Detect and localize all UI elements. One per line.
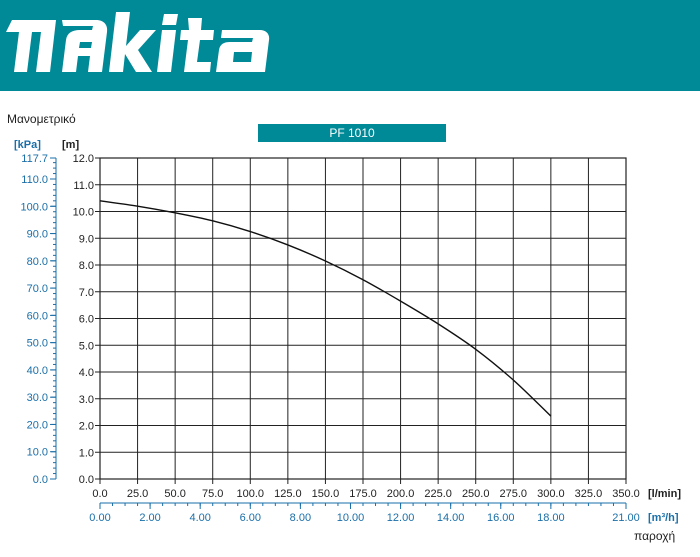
- y2-tick-label: 40.0: [27, 365, 48, 377]
- x2-tick-label: 10.00: [337, 512, 365, 524]
- x-tick-label: 200.0: [387, 488, 415, 500]
- x-tick-label: 250.0: [462, 488, 490, 500]
- x-tick-label: 100.0: [237, 488, 265, 500]
- x-tick-label: 300.0: [537, 488, 565, 500]
- series-curve: [99, 200, 552, 417]
- x2-unit-label: [m³/h]: [648, 512, 679, 524]
- x-tick-label: 75.0: [202, 488, 223, 500]
- x-tick-label: 0.0: [92, 488, 107, 500]
- y-tick-label: 3.0: [79, 394, 94, 406]
- y-tick-label: 6.0: [79, 314, 94, 326]
- y2-tick-label: 10.0: [27, 447, 48, 459]
- y2-tick-label: 70.0: [27, 283, 48, 295]
- y-tick-label: 9.0: [79, 233, 94, 245]
- x-tick-label: 125.0: [274, 488, 302, 500]
- y-tick-label: 5.0: [79, 340, 94, 352]
- x-tick-label: 150.0: [312, 488, 340, 500]
- chart-title: PF 1010: [258, 124, 446, 142]
- unit-labels: [m] [kPa] [l/min] [m³/h]: [14, 139, 681, 524]
- y2-tick-label: 0.0: [33, 474, 48, 486]
- x-tick-label: 175.0: [349, 488, 377, 500]
- y2-tick-label: 20.0: [27, 419, 48, 431]
- makita-logo: [6, 12, 270, 72]
- x2-tick-label: 2.00: [139, 512, 160, 524]
- tick-labels: 0.0 1.0 2.0 3.0 4.0 5.0 6.0 7.0 8.0 9.0 10.0 11.0 12…: [20, 153, 639, 524]
- brand-banner: [0, 0, 700, 91]
- y-unit-label: [m]: [62, 139, 79, 151]
- y-axis-title: Μανομετρικό: [7, 112, 76, 126]
- y-tick-label: 4.0: [79, 367, 94, 379]
- y2-tick-label: 30.0: [27, 392, 48, 404]
- x2-tick-label: 14.00: [437, 512, 465, 524]
- y-tick-label: 0.0: [79, 474, 94, 486]
- series-line: [99, 200, 552, 417]
- y2-tick-label: 50.0: [27, 338, 48, 350]
- x2-tick-label: 16.00: [487, 512, 515, 524]
- x-tick-label: 225.0: [424, 488, 452, 500]
- y2-unit-label: [kPa]: [14, 139, 41, 151]
- x2-tick-label: 12.00: [387, 512, 415, 524]
- axes: [50, 157, 627, 509]
- x-tick-label: 325.0: [575, 488, 603, 500]
- y-tick-label: 8.0: [79, 260, 94, 272]
- y2-tick-label: 100.0: [20, 201, 48, 213]
- y2-tick-label: 60.0: [27, 310, 48, 322]
- y-tick-label: 7.0: [79, 287, 94, 299]
- x-tick-label: 50.0: [164, 488, 185, 500]
- x2-tick-label: 0.00: [89, 512, 110, 524]
- y-tick-label: 11.0: [73, 180, 94, 192]
- x-tick-label: 350.0: [612, 488, 640, 500]
- x-axis-title: παροχή: [634, 529, 676, 543]
- y2-tick-label: 117.7: [21, 153, 48, 165]
- y-tick-label: 1.0: [79, 447, 94, 459]
- x2-tick-label: 21.00: [612, 512, 640, 524]
- x2-tick-label: 8.00: [290, 512, 311, 524]
- y2-tick-label: 110.0: [21, 174, 48, 186]
- x-tick-label: 25.0: [127, 488, 148, 500]
- x-tick-label: 275.0: [500, 488, 528, 500]
- y2-tick-label: 90.0: [27, 229, 48, 241]
- y-tick-label: 2.0: [79, 421, 94, 433]
- x2-tick-label: 18.00: [537, 512, 565, 524]
- y-tick-label: 12.0: [73, 153, 94, 165]
- x2-tick-label: 6.00: [240, 512, 261, 524]
- x2-tick-label: 4.00: [189, 512, 210, 524]
- grid: [99, 157, 627, 480]
- y-tick-label: 10.0: [73, 207, 94, 219]
- x-unit-label: [l/min]: [648, 488, 681, 500]
- y2-tick-label: 80.0: [27, 256, 48, 268]
